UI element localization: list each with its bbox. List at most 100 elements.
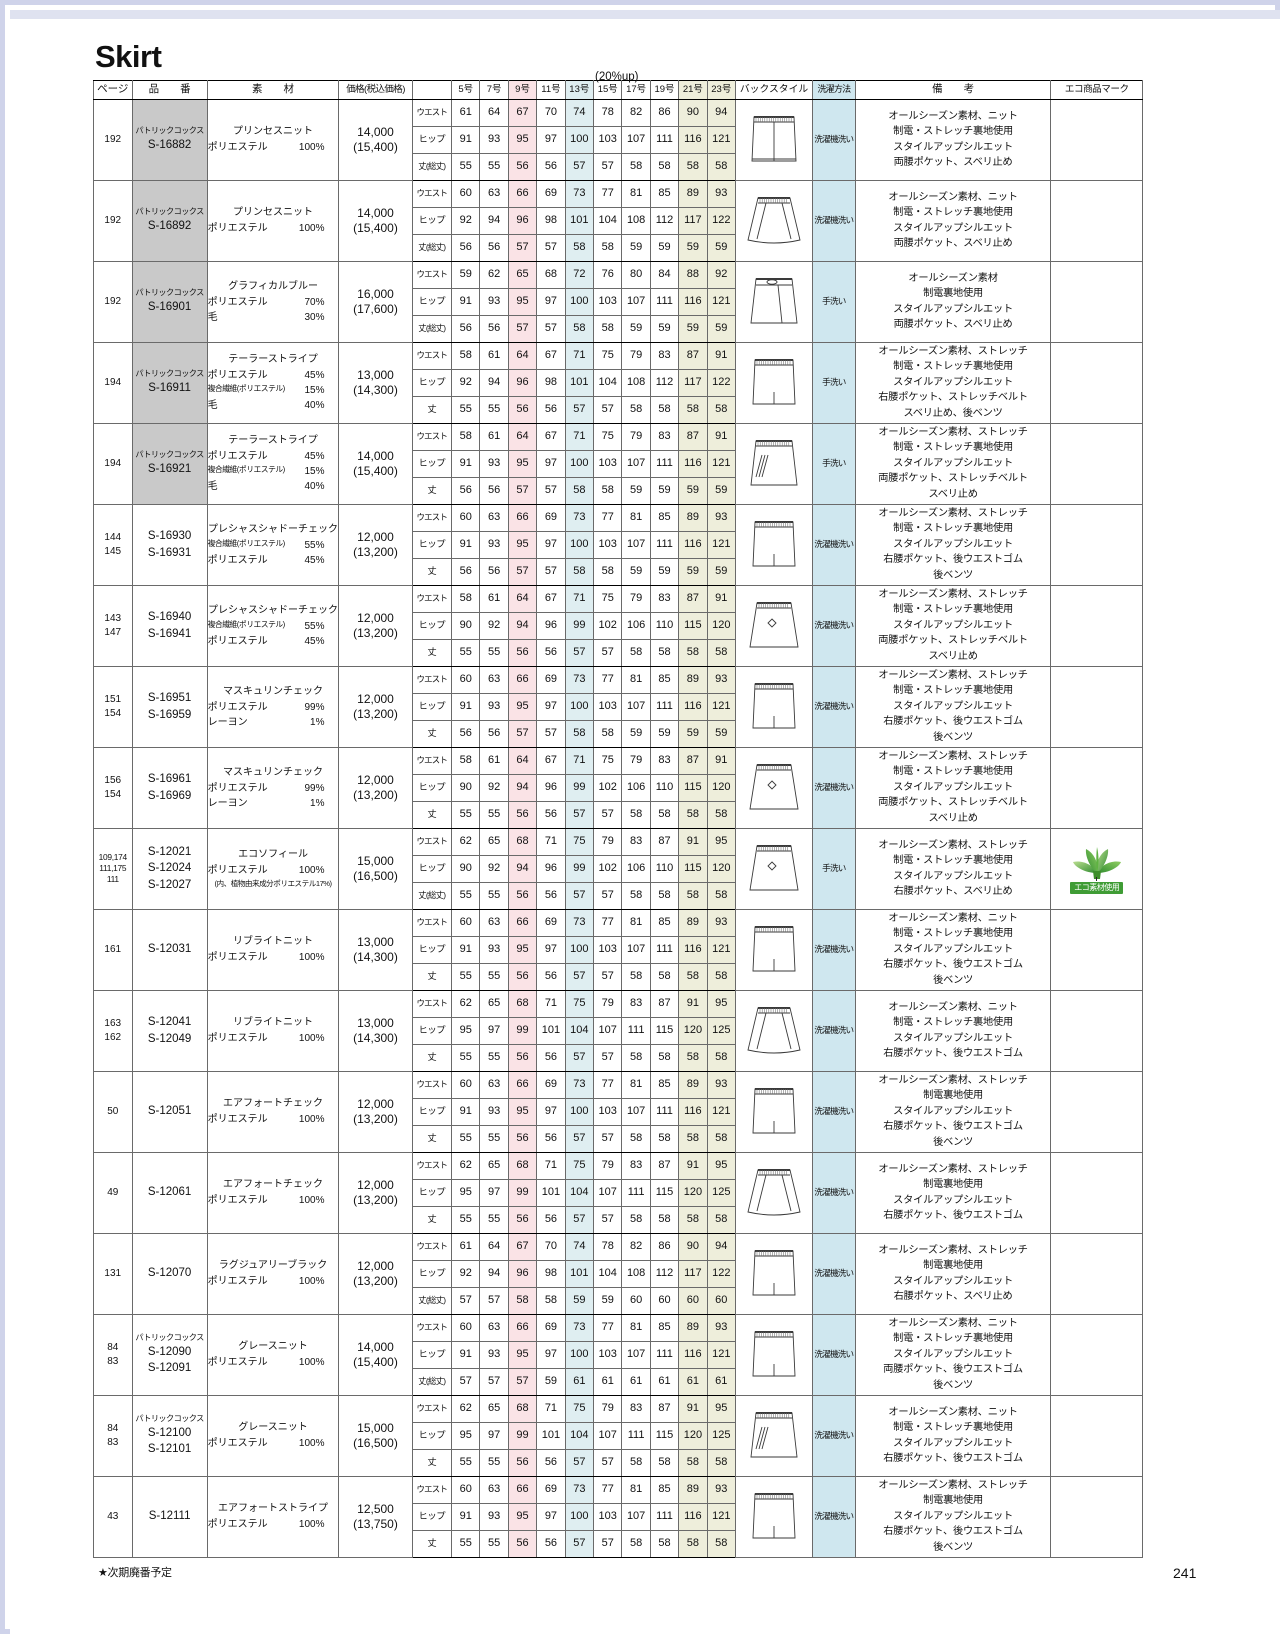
back-style-wrap-skirt — [750, 277, 798, 323]
measurement-value: 81 — [621, 503, 651, 532]
product-code-cell[interactable]: S-12041 S-12049 — [131, 989, 208, 1072]
dimension-label: ヒップ — [411, 125, 453, 154]
price-value: 13,000 — [357, 1016, 394, 1031]
measurement-value: 64 — [507, 746, 538, 775]
measurement-value: 106 — [621, 611, 651, 640]
measurement-value: 93 — [706, 1475, 736, 1504]
measurement-value: 95 — [706, 1394, 736, 1423]
fiber-row: レーヨン 1% — [208, 796, 338, 811]
measurement-value: 56 — [536, 1043, 566, 1072]
measurement-value: 55 — [479, 962, 509, 991]
measurement-value: 57 — [593, 395, 623, 424]
measurement-value: 108 — [621, 1259, 651, 1288]
remark-line: オールシーズン素材、ストレッチ — [878, 1163, 1028, 1175]
material-name: テーラーストライプ — [228, 435, 318, 447]
measurement-value: 57 — [564, 395, 595, 424]
measurement-value: 91 — [678, 827, 708, 856]
measurement-value: 58 — [649, 800, 680, 829]
product-code-cell[interactable]: S-12070 — [131, 1232, 208, 1315]
fiber-row: ポリエステル 99% — [208, 781, 338, 796]
measurement-value: 60 — [451, 179, 481, 208]
measurement-value: 89 — [678, 665, 708, 694]
measurement-value: 120 — [706, 773, 736, 802]
measurement-value: 59 — [706, 557, 736, 586]
measurement-value: 65 — [479, 1151, 509, 1180]
measurement-value: 57 — [536, 314, 566, 343]
price-value: 15,000 — [357, 854, 394, 869]
measurement-value: 93 — [706, 1313, 736, 1342]
product-code-cell[interactable]: パトリックコックス S-16921 — [131, 422, 208, 505]
eco-mark-cell: エコ素材使用 — [1050, 827, 1143, 910]
material-note: (内、植物由来成分ポリエステル17%) — [214, 878, 333, 888]
product-code-cell[interactable]: パトリックコックス S-16892 — [131, 179, 208, 262]
measurement-value: 69 — [536, 1070, 566, 1099]
product-code-cell[interactable]: S-12111 — [131, 1475, 208, 1558]
measurement-value: 107 — [593, 1421, 623, 1450]
measurement-value: 107 — [593, 1178, 623, 1207]
product-code-cell[interactable]: S-12031 — [131, 908, 208, 991]
dimension-label: ヒップ — [411, 206, 453, 235]
fiber-row: ポリエステル 100% — [208, 1355, 338, 1370]
remark-line: 制電・ストレッチ裏地使用 — [893, 442, 1013, 454]
measurement-value: 79 — [593, 1151, 623, 1180]
header-size-11号: 11号 — [536, 79, 566, 100]
product-code-cell[interactable]: S-16961 S-16969 — [131, 746, 208, 829]
product-code-cell[interactable]: S-16951 S-16959 — [131, 665, 208, 748]
price-with-tax: (17,600) — [353, 301, 398, 316]
fiber-percent: 100% — [298, 952, 325, 964]
fiber-percent: 100% — [298, 1357, 325, 1369]
fiber-name: ポリエステル — [207, 554, 268, 566]
measurement-value: 58 — [536, 1286, 566, 1315]
measurement-value: 79 — [621, 584, 651, 613]
measurement-value: 103 — [593, 1340, 623, 1369]
product-code-cell[interactable]: パトリックコックス S-16882 — [131, 98, 208, 181]
measurement-value: 93 — [706, 908, 736, 937]
measurement-value: 58 — [678, 395, 708, 424]
measurement-value: 121 — [706, 935, 736, 964]
measurement-value: 92 — [451, 368, 481, 397]
measurement-value: 64 — [507, 584, 538, 613]
table-row: 丈 55 55 56 56 57 57 58 58 58 58 — [94, 395, 1143, 424]
measurement-value: 65 — [479, 827, 509, 856]
product-code: S-16931 — [147, 546, 192, 559]
remark-line: 右腰ポケット、後ウエストゴム — [883, 1453, 1023, 1465]
measurement-value: 58 — [706, 1448, 736, 1477]
measurement-value: 58 — [678, 1205, 708, 1234]
measurement-value: 83 — [621, 1394, 651, 1423]
measurement-value: 107 — [621, 692, 651, 721]
product-code-cell[interactable]: パトリックコックス S-12090 S-12091 — [131, 1313, 208, 1396]
dimension-label: ウエスト — [411, 746, 453, 775]
product-code-cell[interactable]: S-12021 S-12024 S-12027 — [131, 827, 208, 910]
brand-name: パトリックコックス — [135, 207, 204, 217]
measurement-value: 115 — [678, 854, 708, 883]
product-code-cell[interactable]: S-12061 — [131, 1151, 208, 1234]
table-row: ヒップ 95 97 99 101 104 107 111 115 120 125 — [94, 1421, 1143, 1450]
measurement-value: 71 — [564, 422, 595, 451]
measurement-value: 57 — [536, 476, 566, 505]
header-code: 品 番 — [131, 79, 208, 100]
measurement-value: 87 — [649, 1151, 680, 1180]
fiber-percent: 30% — [304, 311, 325, 323]
product-code-cell[interactable]: S-12051 — [131, 1070, 208, 1153]
measurement-value: 57 — [564, 152, 595, 181]
product-code-cell[interactable]: パトリックコックス S-16901 — [131, 260, 208, 343]
measurement-value: 55 — [479, 152, 509, 181]
product-code-cell[interactable]: S-16930 S-16931 — [131, 503, 208, 586]
fiber-row: ポリエステル 70% — [208, 295, 338, 310]
measurement-value: 79 — [593, 989, 623, 1018]
measurement-value: 92 — [479, 773, 509, 802]
measurement-value: 104 — [564, 1178, 595, 1207]
fiber-percent: 55% — [304, 620, 325, 632]
eco-mark-cell — [1050, 1313, 1143, 1396]
page-refs-cell: 192 — [93, 179, 133, 262]
measurement-value: 58 — [678, 1043, 708, 1072]
measurement-value: 115 — [649, 1421, 680, 1450]
product-code-cell[interactable]: パトリックコックス S-12100 S-12101 — [131, 1394, 208, 1477]
product-code-cell[interactable]: S-16940 S-16941 — [131, 584, 208, 667]
measurement-value: 75 — [564, 1151, 595, 1180]
measurement-value: 97 — [536, 1502, 566, 1531]
dimension-label: 丈 — [411, 1124, 453, 1153]
product-code-cell[interactable]: パトリックコックス S-16911 — [131, 341, 208, 424]
measurement-value: 56 — [507, 1124, 538, 1153]
remark-line: 両腰ポケット、スベリ止め — [893, 157, 1013, 169]
